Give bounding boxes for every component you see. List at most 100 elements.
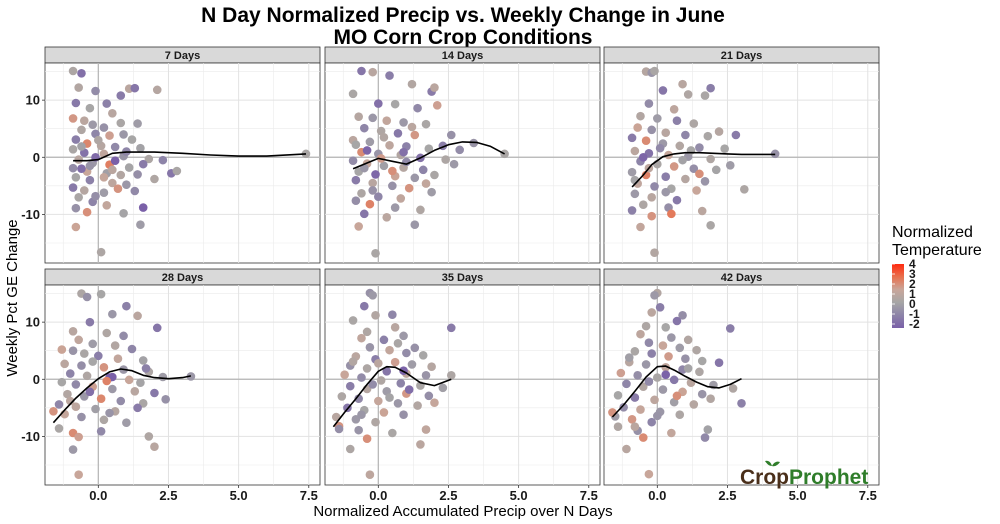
data-point (683, 90, 693, 99)
data-point (393, 338, 403, 348)
data-point (99, 123, 109, 132)
data-point (678, 310, 687, 320)
data-point (430, 170, 439, 180)
data-point (430, 83, 439, 92)
data-point (110, 341, 120, 350)
data-point (681, 354, 690, 364)
data-point (77, 412, 86, 422)
data-point (424, 391, 434, 401)
data-point (669, 375, 679, 385)
data-point (357, 188, 366, 198)
data-point (737, 398, 746, 408)
data-point (446, 323, 456, 333)
data-point (399, 331, 408, 341)
data-point (359, 123, 369, 133)
data-point (85, 103, 95, 113)
data-point (359, 163, 369, 173)
data-point (703, 425, 713, 434)
data-point (644, 99, 654, 108)
plot-area (45, 63, 320, 263)
data-point (96, 247, 106, 257)
data-point (172, 166, 182, 176)
data-point (633, 370, 642, 380)
data-point (421, 119, 431, 129)
data-point (150, 388, 159, 398)
data-point (689, 400, 699, 409)
data-point (96, 289, 106, 299)
data-point (413, 401, 422, 410)
data-point (379, 132, 389, 142)
data-point (105, 408, 114, 418)
chart-title-line-2: MO Corn Crop Conditions (334, 26, 593, 49)
y-tick-label: 0 (33, 150, 40, 165)
data-point (630, 146, 640, 156)
data-point (150, 442, 159, 452)
data-point (133, 119, 142, 128)
smooth-trend-line (73, 151, 307, 162)
plot-area (604, 285, 879, 485)
legend-label: -1 (909, 307, 920, 321)
data-point (410, 220, 420, 230)
data-point (113, 184, 123, 194)
data-point (113, 354, 123, 364)
data-point (110, 156, 120, 166)
data-point (390, 203, 400, 212)
data-point (71, 98, 81, 108)
data-point (672, 195, 682, 205)
legend-label: 1 (909, 287, 916, 301)
smooth-trend-line (611, 365, 742, 418)
data-point (359, 209, 369, 219)
legend-label: -2 (909, 317, 920, 331)
chart-title-line-1: N Day Normalized Precip vs. Weekly Chang… (201, 4, 725, 27)
x-tick-label: 0.0 (648, 488, 666, 503)
data-point (700, 91, 710, 100)
data-point (421, 370, 431, 380)
logo-crop-text: Crop (740, 466, 789, 489)
data-point (695, 367, 704, 377)
data-point (99, 172, 109, 182)
data-point (399, 118, 408, 127)
data-point (449, 159, 459, 169)
data-point (68, 346, 78, 356)
data-point (667, 209, 676, 219)
data-point (661, 172, 671, 182)
data-point (658, 385, 668, 394)
data-point (368, 186, 378, 195)
data-point (133, 170, 142, 179)
data-point (678, 155, 687, 165)
data-point (697, 206, 707, 216)
data-point (658, 341, 668, 350)
data-point (410, 173, 420, 183)
data-point (49, 406, 58, 416)
data-point (404, 183, 414, 193)
data-point (427, 187, 436, 197)
data-point (371, 417, 380, 427)
data-point (396, 194, 406, 203)
data-point (407, 79, 417, 89)
y-tick-label: -10 (21, 207, 40, 222)
data-point (638, 433, 648, 442)
data-point (54, 424, 64, 433)
data-point (77, 164, 86, 174)
data-point (351, 140, 361, 150)
data-point (354, 425, 363, 435)
data-point (393, 128, 403, 138)
data-point (71, 172, 81, 182)
data-point (613, 390, 623, 400)
data-point (357, 410, 366, 420)
plot-area (325, 63, 600, 263)
data-point (124, 375, 134, 385)
panel-42-days: 42 Days 0.0 2.5 5.0 7.5 (603, 268, 880, 503)
data-point (740, 184, 749, 194)
y-tick-label: 10 (26, 93, 40, 108)
data-point (627, 167, 637, 177)
data-point (669, 162, 679, 171)
data-point (647, 125, 657, 135)
data-point (374, 358, 383, 368)
data-point (714, 358, 724, 368)
data-point (144, 432, 154, 441)
data-point (650, 182, 659, 191)
data-point (697, 389, 707, 399)
data-point (455, 145, 464, 155)
